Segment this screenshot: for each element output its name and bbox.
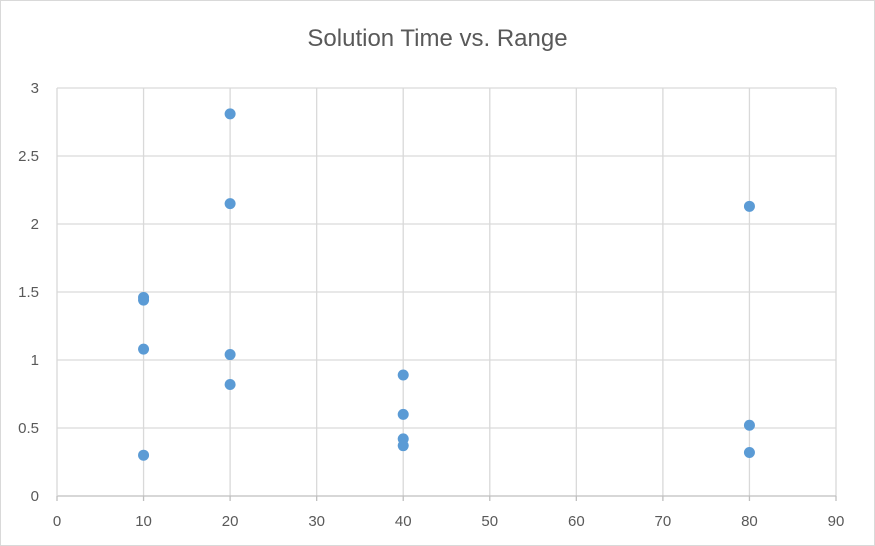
data-point xyxy=(224,349,236,361)
y-tick-label: 1 xyxy=(31,352,39,369)
chart-title: Solution Time vs. Range xyxy=(307,25,568,52)
y-tick-label: 2 xyxy=(31,216,39,233)
y-tick-label: 2.5 xyxy=(18,148,39,165)
x-tick-label: 60 xyxy=(568,513,585,530)
y-tick-label: 0 xyxy=(31,488,39,505)
data-point xyxy=(138,449,150,461)
gridlines xyxy=(57,87,837,496)
x-tick-label: 40 xyxy=(395,513,412,530)
data-point xyxy=(743,419,755,431)
data-point xyxy=(743,200,755,212)
data-point xyxy=(224,378,236,390)
data-points xyxy=(138,108,755,461)
tick-labels: 0 10 20 30 40 50 60 70 80 90 0 0.5 1 1.5 2 2.5 3 xyxy=(18,80,844,530)
data-point xyxy=(397,408,409,420)
x-tick-label: 50 xyxy=(481,513,498,530)
x-tick-label: 20 xyxy=(222,513,239,530)
y-tick-label: 1.5 xyxy=(18,284,39,301)
x-tick-label: 0 xyxy=(53,513,61,530)
y-tick-label: 3 xyxy=(31,80,39,97)
y-tick-label: 0.5 xyxy=(18,420,39,437)
x-tick-label: 90 xyxy=(828,513,845,530)
axes xyxy=(56,88,837,501)
data-point xyxy=(224,108,236,120)
data-point xyxy=(138,294,150,306)
data-point xyxy=(397,440,409,452)
data-point xyxy=(224,198,236,210)
x-tick-label: 30 xyxy=(308,513,325,530)
data-point xyxy=(138,343,150,355)
data-point xyxy=(397,369,409,381)
x-tick-label: 10 xyxy=(135,513,152,530)
data-point xyxy=(743,446,755,458)
x-tick-label: 80 xyxy=(741,513,758,530)
x-tick-label: 70 xyxy=(655,513,672,530)
